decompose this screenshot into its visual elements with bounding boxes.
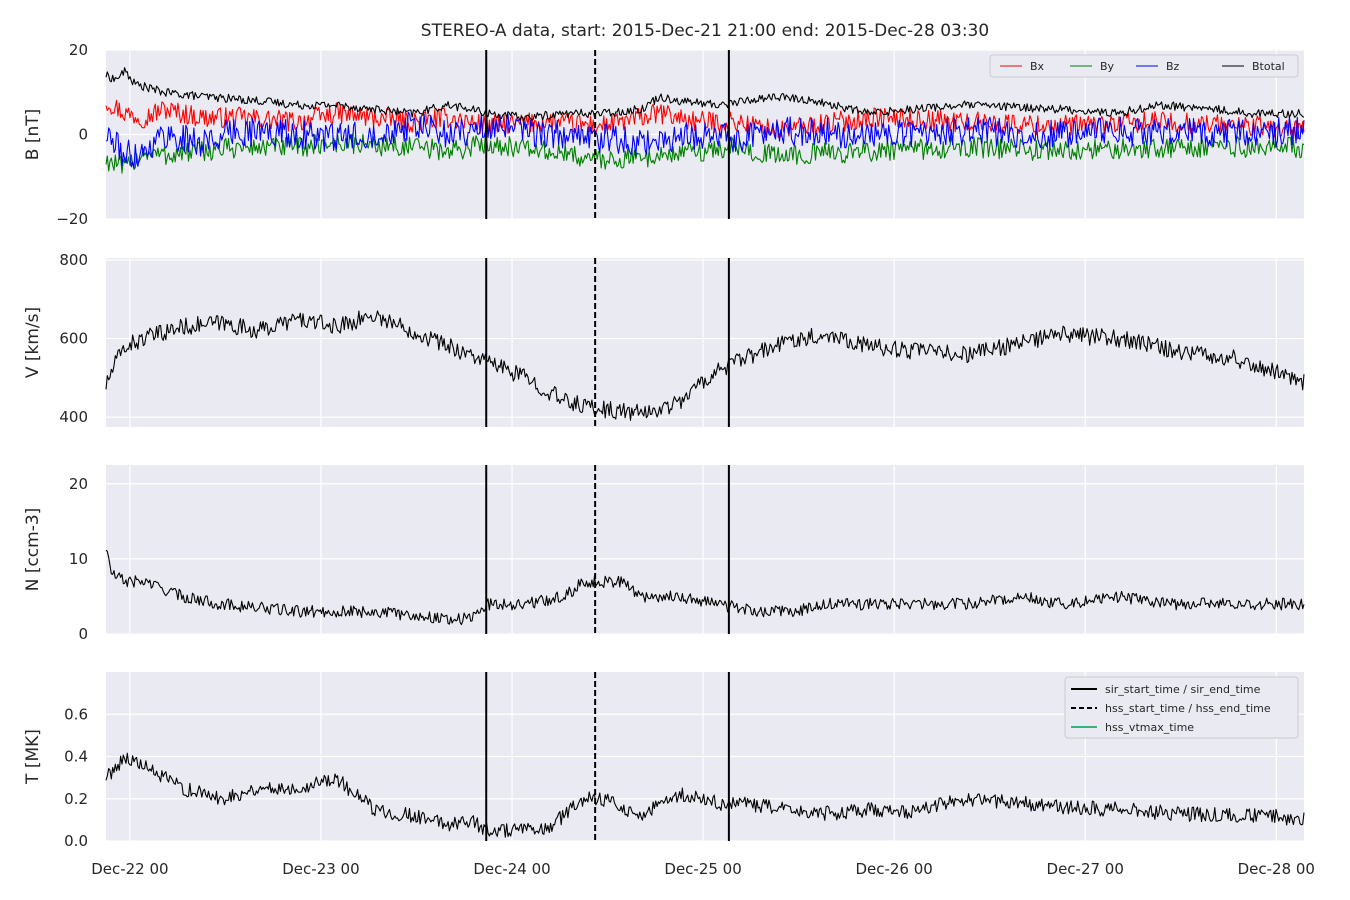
panel-v-event-lines (485, 258, 730, 427)
legend-label: hss_start_time / hss_end_time (1105, 702, 1271, 715)
panel-v-ylabel: V [km/s] (23, 307, 43, 378)
x-tick-label: Dec-24 00 (473, 860, 550, 878)
panel-v-series (105, 310, 1305, 421)
y-tick-label: 0.6 (64, 705, 88, 723)
panel-b-y-ticks: −20 0 20 (56, 41, 88, 228)
x-tick-label: Dec-25 00 (664, 860, 741, 878)
panel-n-series (105, 549, 1305, 626)
panel-b-event-lines (485, 50, 730, 219)
panel-n-y-ticks: 0 10 20 (69, 475, 88, 643)
y-tick-label: 20 (69, 41, 88, 59)
panel-t-series (105, 752, 1305, 838)
y-tick-label: 0 (78, 625, 88, 643)
x-tick-label: Dec-27 00 (1047, 860, 1124, 878)
panel-density: 0 10 20 N [ccm-3] (23, 465, 1305, 643)
panel-t-legend: sir_start_time / sir_end_time hss_start_t… (1064, 676, 1299, 739)
series-line-trace (105, 310, 1305, 421)
y-tick-label: 600 (59, 330, 88, 348)
x-tick-label: Dec-28 00 (1238, 860, 1315, 878)
series-line-trace (105, 752, 1305, 838)
panel-n-ylabel: N [ccm-3] (23, 508, 43, 592)
legend-label-bz: Bz (1166, 60, 1180, 73)
legend-frame (1064, 676, 1299, 739)
y-tick-label: 10 (69, 550, 88, 568)
series-line-bz (105, 111, 1305, 169)
legend-label-btotal: Btotal (1252, 60, 1285, 73)
panel-t-y-ticks: 0.0 0.2 0.4 0.6 (64, 705, 88, 850)
panel-b-legend: Bx By Bz Btotal (989, 54, 1299, 78)
series-line-trace (105, 549, 1305, 626)
panel-t-ylabel: T [MK] (23, 729, 43, 785)
panel-t-event-lines (485, 672, 730, 841)
panel-n-grid (106, 465, 1304, 635)
panel-velocity: 400 600 800 V [km/s] (23, 251, 1305, 427)
y-tick-label: 0 (78, 126, 88, 144)
legend-label-bx: Bx (1030, 60, 1045, 73)
x-tick-label: Dec-23 00 (282, 860, 359, 878)
y-tick-label: 0.2 (64, 790, 88, 808)
legend-label: hss_vtmax_time (1105, 721, 1194, 734)
panel-n-background (106, 465, 1304, 634)
panel-v-background (106, 258, 1304, 427)
y-tick-label: 0.4 (64, 748, 88, 766)
panel-v-y-ticks: 400 600 800 (59, 251, 88, 426)
y-tick-label: −20 (56, 210, 88, 228)
x-axis-tick-labels: Dec-22 00 Dec-23 00 Dec-24 00 Dec-25 00 Dec-… (91, 860, 1315, 878)
figure-title: STEREO-A data, start: 2015-Dec-21 21:00 … (421, 21, 989, 41)
legend-label-by: By (1100, 60, 1115, 73)
x-tick-label: Dec-22 00 (91, 860, 168, 878)
panel-b-field: −20 0 20 B [nT] Bx By Bz Btotal (23, 41, 1305, 228)
legend-label: sir_start_time / sir_end_time (1105, 683, 1261, 696)
panel-b-series (105, 67, 1305, 174)
panel-v-grid (106, 258, 1304, 427)
y-tick-label: 800 (59, 251, 88, 269)
x-tick-label: Dec-26 00 (855, 860, 932, 878)
series-line-btotal (105, 67, 1305, 122)
y-tick-label: 400 (59, 408, 88, 426)
y-tick-label: 0.0 (64, 832, 88, 850)
panel-temperature: 0.0 0.2 0.4 0.6 T [MK] sir_start_time / sir… (23, 672, 1305, 850)
panel-b-ylabel: B [nT] (23, 109, 43, 161)
y-tick-label: 20 (69, 475, 88, 493)
panel-b-grid (106, 49, 1304, 220)
panel-n-event-lines (485, 465, 730, 634)
